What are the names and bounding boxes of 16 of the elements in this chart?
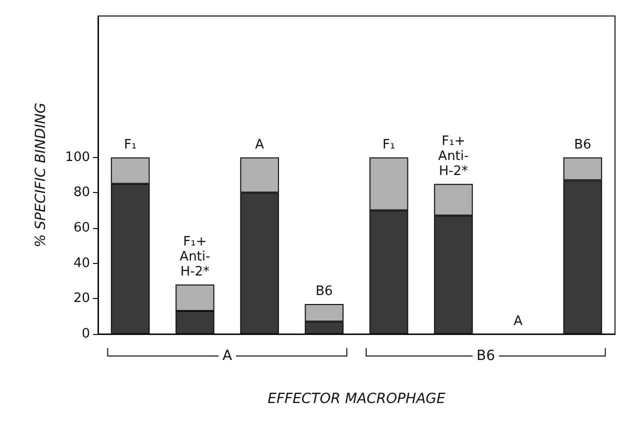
y-axis-title: % SPECIFIC BINDING — [33, 102, 49, 248]
text: A — [222, 348, 232, 364]
x-tick-label: F₁+ Anti- H-2* — [438, 134, 470, 179]
x-tick-label: A — [255, 137, 264, 152]
x-tick-label: F₁ — [382, 137, 396, 152]
y-tick-label: 60 — [73, 220, 90, 236]
x-axis-title: EFFECTOR MACROPHAGE — [268, 391, 446, 407]
y-tick-label: 40 — [73, 256, 90, 271]
y-tick-label: 100 — [65, 150, 90, 165]
y-tick-label: 0 — [82, 326, 90, 342]
x-tick-label: F₁+ Anti- H-2* — [180, 234, 211, 280]
y-tick-label: 20 — [73, 291, 90, 306]
text: B6 — [476, 348, 496, 364]
y-tick-label: 80 — [73, 185, 90, 200]
x-tick-label: B6 — [574, 137, 592, 152]
x-tick-label: F₁ — [124, 137, 137, 152]
